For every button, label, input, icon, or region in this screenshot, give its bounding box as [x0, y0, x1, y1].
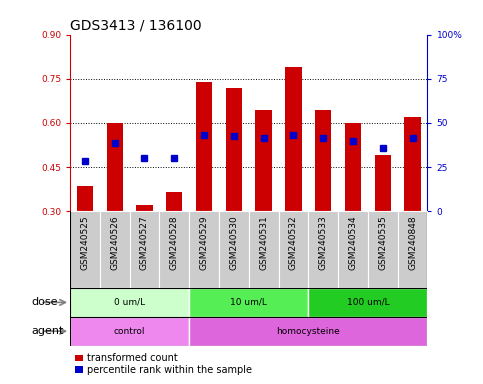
Bar — [404, 117, 421, 211]
Bar — [249, 211, 279, 288]
Text: GSM240848: GSM240848 — [408, 215, 417, 270]
Bar — [189, 317, 427, 346]
Bar — [308, 288, 427, 317]
Bar — [189, 211, 219, 288]
Bar — [308, 211, 338, 288]
Bar — [279, 211, 308, 288]
Bar — [77, 186, 93, 211]
Bar — [315, 109, 331, 211]
Bar — [375, 155, 391, 211]
Text: dose: dose — [31, 297, 58, 308]
Bar — [129, 211, 159, 288]
Text: GSM240528: GSM240528 — [170, 215, 179, 270]
Bar — [345, 123, 361, 211]
Bar — [166, 192, 183, 211]
Bar — [70, 317, 189, 346]
Bar — [196, 82, 212, 211]
Bar — [159, 211, 189, 288]
Text: GSM240526: GSM240526 — [110, 215, 119, 270]
Bar — [70, 211, 100, 288]
Text: GSM240533: GSM240533 — [319, 215, 327, 270]
Bar — [219, 211, 249, 288]
Legend: transformed count, percentile rank within the sample: transformed count, percentile rank withi… — [75, 353, 252, 375]
Text: GSM240527: GSM240527 — [140, 215, 149, 270]
Text: GSM240532: GSM240532 — [289, 215, 298, 270]
Text: GDS3413 / 136100: GDS3413 / 136100 — [70, 18, 202, 32]
Bar — [100, 211, 129, 288]
Text: GSM240535: GSM240535 — [378, 215, 387, 270]
Text: GSM240534: GSM240534 — [349, 215, 357, 270]
Bar — [70, 288, 189, 317]
Text: GSM240525: GSM240525 — [81, 215, 89, 270]
Bar — [189, 288, 308, 317]
Bar — [368, 211, 398, 288]
Bar — [256, 109, 272, 211]
Text: 0 um/L: 0 um/L — [114, 298, 145, 307]
Text: GSM240530: GSM240530 — [229, 215, 238, 270]
Text: GSM240529: GSM240529 — [199, 215, 209, 270]
Text: control: control — [114, 327, 145, 336]
Bar — [285, 67, 301, 211]
Text: GSM240531: GSM240531 — [259, 215, 268, 270]
Text: 100 um/L: 100 um/L — [347, 298, 389, 307]
Bar — [398, 211, 427, 288]
Bar — [107, 123, 123, 211]
Bar — [338, 211, 368, 288]
Text: 10 um/L: 10 um/L — [230, 298, 267, 307]
Text: homocysteine: homocysteine — [276, 327, 340, 336]
Bar — [226, 88, 242, 211]
Text: agent: agent — [31, 326, 64, 336]
Bar — [136, 205, 153, 211]
